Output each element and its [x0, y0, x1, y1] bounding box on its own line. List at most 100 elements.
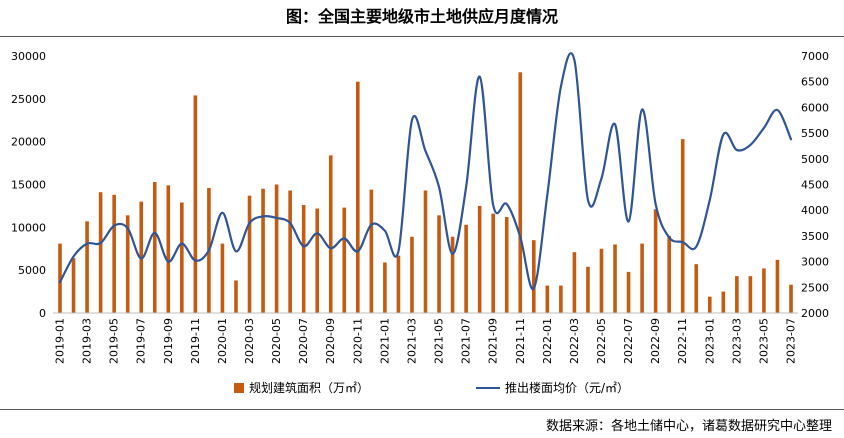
x-tick-label: 2020-09 [324, 318, 337, 364]
bar [680, 139, 685, 313]
right-tick-label: 6500 [801, 76, 829, 89]
x-tick-label: 2022-03 [568, 318, 581, 364]
bar [369, 189, 374, 313]
bar [545, 285, 550, 313]
bar [559, 285, 563, 313]
right-tick-label: 5000 [801, 153, 829, 166]
x-tick-label: 2022-07 [622, 318, 635, 364]
bar [383, 262, 387, 313]
bar [261, 188, 265, 313]
x-tick-label: 2023-03 [730, 318, 743, 364]
bar [356, 81, 360, 313]
x-tick-label: 2019-09 [162, 318, 175, 364]
bar [464, 224, 468, 313]
bar [112, 194, 116, 313]
bar [139, 201, 144, 313]
x-tick-label: 2023-07 [785, 318, 798, 364]
bar [220, 243, 225, 313]
right-tick-label: 4000 [801, 204, 829, 217]
bar [98, 192, 103, 313]
x-tick-label: 2021-11 [514, 318, 527, 364]
bar [789, 284, 793, 313]
x-tick-label: 2022-01 [541, 318, 554, 364]
bar [288, 190, 292, 313]
chart-title: 图：全国主要地级市土地供应月度情况 [285, 7, 558, 26]
right-tick-label: 2500 [801, 281, 829, 294]
x-tick-label: 2019-11 [189, 318, 202, 364]
bar [748, 276, 753, 313]
left-tick-label: 10000 [11, 221, 46, 234]
x-tick-label: 2022-09 [649, 318, 662, 364]
left-tick-label: 25000 [11, 93, 46, 106]
title-divider [0, 36, 844, 37]
bar [613, 244, 617, 313]
right-tick-label: 3500 [801, 230, 829, 243]
bar [247, 195, 252, 313]
x-tick-label: 2022-11 [676, 318, 689, 364]
bar [653, 209, 658, 313]
bar [71, 258, 76, 313]
x-tick-label: 2019-05 [108, 318, 121, 364]
bar [707, 296, 712, 313]
bar [180, 202, 184, 313]
x-tick-label: 2020-11 [351, 318, 364, 364]
x-tick-label: 2020-05 [270, 318, 283, 364]
bar [518, 72, 523, 313]
bar [762, 268, 766, 313]
bar [667, 235, 671, 313]
right-axis: 2000 2500 3000 3500 4000 4500 5000 5500 6000 6500… [801, 50, 829, 320]
left-tick-label: 30000 [11, 50, 46, 63]
right-tick-label: 7000 [801, 50, 829, 63]
bar [735, 276, 739, 313]
bar [626, 271, 631, 313]
bar [599, 248, 604, 313]
x-tick-label: 2021-09 [487, 318, 500, 364]
bar [396, 255, 401, 313]
bar [477, 205, 482, 313]
x-tick-label: 2020-07 [297, 318, 310, 364]
source-note: 数据来源：各地土储中心，诸葛数据研究中心整理 [545, 419, 832, 434]
bar [234, 280, 238, 313]
bar [410, 236, 414, 313]
bar [85, 221, 89, 313]
x-tick-label: 2019-07 [135, 318, 148, 364]
bar [586, 266, 590, 313]
x-tick-label: 2023-01 [703, 318, 716, 364]
left-tick-label: 5000 [18, 264, 46, 277]
x-tick-label: 2021-05 [433, 318, 446, 364]
left-tick-label: 0 [39, 307, 46, 320]
left-tick-label: 20000 [11, 136, 46, 149]
x-tick-label: 2019-01 [54, 318, 67, 364]
bar [301, 205, 306, 313]
bar [328, 155, 333, 313]
bar [315, 208, 319, 313]
x-tick-label: 2023-05 [757, 318, 770, 364]
bar [450, 236, 455, 313]
left-tick-label: 15000 [11, 179, 46, 192]
bar [437, 215, 441, 313]
right-tick-label: 5500 [801, 127, 829, 140]
x-tick-label: 2019-03 [81, 318, 94, 364]
bar [193, 95, 198, 313]
right-tick-label: 3000 [801, 256, 829, 269]
bar [125, 215, 130, 313]
bar [152, 181, 157, 313]
bar [166, 185, 171, 313]
x-tick-label: 2021-01 [378, 318, 391, 364]
left-axis: 0 5000 10000 15000 20000 25000 30000 [11, 50, 46, 320]
source-divider [0, 409, 844, 410]
bar [532, 240, 536, 313]
price-series-line [58, 52, 793, 290]
bar [694, 264, 699, 313]
bar [572, 252, 577, 313]
bar [274, 184, 279, 313]
bar [721, 291, 726, 313]
right-tick-label: 2000 [801, 307, 829, 320]
bar [342, 207, 347, 313]
bar [423, 190, 428, 313]
x-tick-label: 2020-01 [216, 318, 229, 364]
bar [775, 259, 780, 313]
right-tick-label: 4500 [801, 179, 829, 192]
bar [58, 243, 62, 313]
